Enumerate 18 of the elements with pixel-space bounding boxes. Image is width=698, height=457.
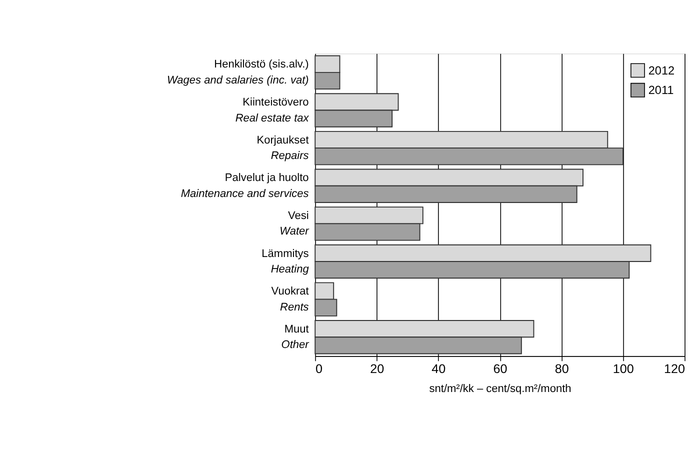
x-tick-label: 20 <box>370 362 384 376</box>
x-tick-label: 80 <box>554 362 569 376</box>
category-label: Henkilöstö (sis.alv.) Wages and salaries (inc. vat) <box>166 58 309 86</box>
category-label: Vuokrat Rents <box>271 286 309 314</box>
category-label: Palvelut ja huolto Maintenance and services <box>180 172 309 200</box>
legend-label: 2011 <box>648 83 674 98</box>
category-label: Muut Other <box>281 323 309 352</box>
x-tick-label: 120 <box>664 362 685 376</box>
legend-label: 2012 <box>648 63 675 78</box>
category-label: Lämmitys Heating <box>262 248 309 276</box>
x-tick-label: 40 <box>432 362 446 376</box>
category-label: Korjaukset Repairs <box>256 134 309 162</box>
x-tick-label: 100 <box>612 362 634 376</box>
x-tick-label: 0 <box>316 362 323 376</box>
x-tick-label: 60 <box>493 362 508 376</box>
category-label: Kiinteistövero Real estate tax <box>235 96 309 124</box>
category-label: Vesi Water <box>280 210 309 238</box>
x-axis-title: snt/m²/kk – cent/sq.m²/month <box>429 382 572 395</box>
